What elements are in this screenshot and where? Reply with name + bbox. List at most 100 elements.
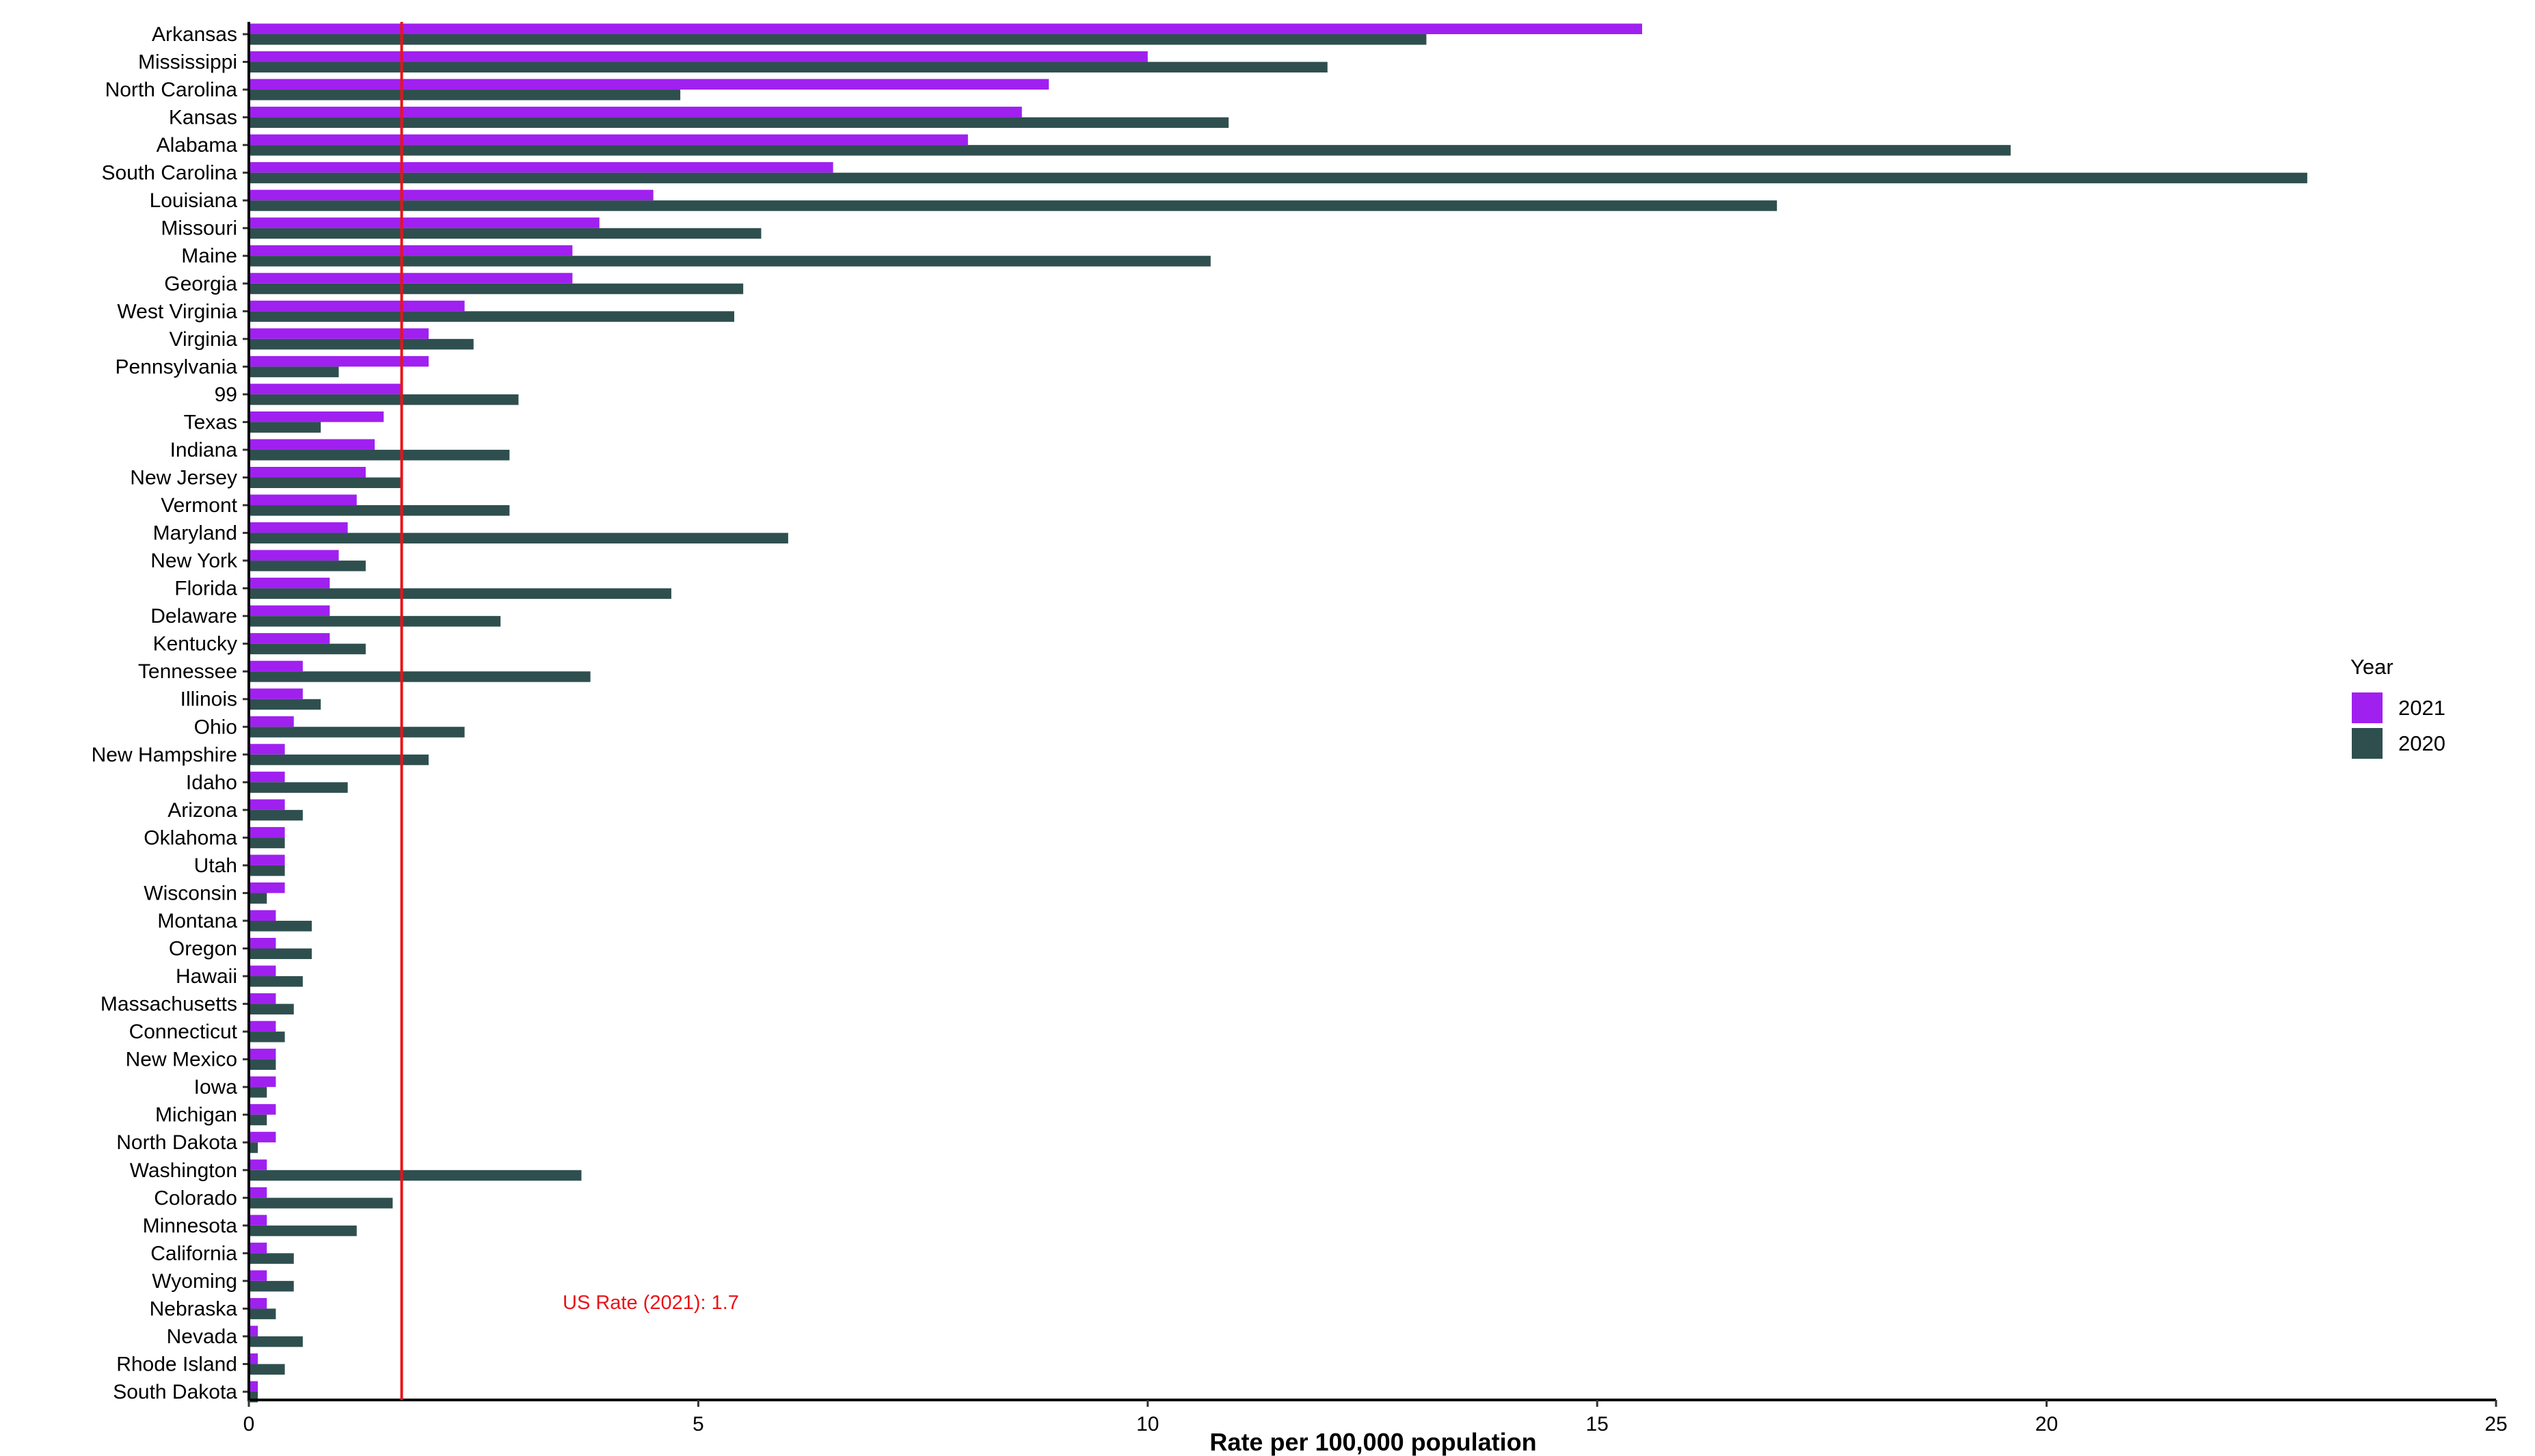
bar-2021-michigan bbox=[249, 1104, 276, 1115]
category-label: Iowa bbox=[194, 1076, 238, 1098]
category-label: Wisconsin bbox=[144, 882, 237, 904]
bar-2020-texas bbox=[249, 422, 321, 433]
bar-2021-connecticut bbox=[249, 1021, 276, 1032]
bar-2020-hawaii bbox=[249, 976, 303, 987]
x-tick-label: 20 bbox=[2035, 1413, 2058, 1435]
bar-2020-indiana bbox=[249, 449, 510, 461]
category-label: New York bbox=[150, 550, 238, 572]
bar-2020-iowa bbox=[249, 1087, 267, 1098]
bar-2021-new-jersey bbox=[249, 466, 366, 478]
category-labels: Arkansas Mississippi North Carolina Kansas A… bbox=[92, 23, 238, 1403]
category-label: Utah bbox=[194, 854, 237, 877]
bar-2021-washington bbox=[249, 1159, 267, 1170]
bar-2020-south-carolina bbox=[249, 172, 2307, 184]
bar-2021-rhode-island bbox=[249, 1353, 258, 1364]
category-label: Michigan bbox=[155, 1104, 237, 1127]
category-label: South Dakota bbox=[113, 1381, 237, 1403]
bar-2021-hawaii bbox=[249, 965, 276, 977]
bars-layer bbox=[249, 23, 2307, 1403]
bar-2021-delaware bbox=[249, 605, 330, 617]
x-axis-ticks: 0 5 10 15 20 25 bbox=[243, 1400, 2508, 1435]
category-label: Texas bbox=[184, 411, 237, 433]
bar-2020-arizona bbox=[249, 809, 303, 821]
bar-2020-kentucky bbox=[249, 643, 366, 655]
bar-2020-utah bbox=[249, 865, 285, 876]
bar-2021-wyoming bbox=[249, 1270, 267, 1281]
bar-2020-new-jersey bbox=[249, 477, 402, 488]
bar-2020-arkansas bbox=[249, 34, 1427, 45]
x-tick-label: 5 bbox=[693, 1413, 704, 1435]
bar-2021-maryland bbox=[249, 522, 348, 533]
bar-2021-ohio bbox=[249, 716, 294, 727]
category-label: New Hampshire bbox=[92, 744, 237, 766]
bar-2020-north-dakota bbox=[249, 1142, 258, 1153]
bar-2021-illinois bbox=[249, 688, 303, 699]
x-axis-title: Rate per 100,000 population bbox=[1209, 1428, 1536, 1456]
bar-2021-oklahoma bbox=[249, 826, 285, 838]
category-label: Rhode Island bbox=[116, 1353, 237, 1375]
bar-2020-tennessee bbox=[249, 671, 591, 682]
bar-2020-north-carolina bbox=[249, 90, 681, 100]
bar-2020-montana bbox=[249, 920, 312, 932]
bar-2021-west-virginia bbox=[249, 300, 465, 312]
category-label: Virginia bbox=[169, 328, 237, 351]
bar-2020-wisconsin bbox=[249, 893, 267, 904]
bar-2021-colorado bbox=[249, 1187, 267, 1198]
bar-2020-florida bbox=[249, 588, 671, 599]
bar-2020-wyoming bbox=[249, 1280, 294, 1292]
category-label: Pennsylvania bbox=[116, 355, 238, 378]
legend: Year 2021 2020 bbox=[2350, 655, 2445, 759]
category-label: Connecticut bbox=[129, 1021, 238, 1043]
bar-2021-massachusetts bbox=[249, 993, 276, 1004]
category-label: Tennessee bbox=[138, 660, 237, 683]
category-label: Maine bbox=[181, 245, 237, 267]
bar-2021-oregon bbox=[249, 938, 276, 949]
category-label: Oregon bbox=[169, 938, 237, 960]
bar-2021-california bbox=[249, 1242, 267, 1254]
bar-2020-99 bbox=[249, 394, 519, 405]
category-label: Massachusetts bbox=[100, 993, 237, 1016]
bar-2020-nebraska bbox=[249, 1308, 276, 1319]
bar-2021-arizona bbox=[249, 799, 285, 810]
category-label: Colorado bbox=[154, 1187, 237, 1209]
category-label: Florida bbox=[174, 578, 237, 600]
bar-2020-maryland bbox=[249, 532, 788, 544]
category-label: Idaho bbox=[186, 771, 237, 794]
bar-2021-georgia bbox=[249, 273, 573, 284]
x-tick-label: 0 bbox=[243, 1413, 255, 1435]
bar-2021-new-mexico bbox=[249, 1049, 276, 1060]
bar-2020-new-hampshire bbox=[249, 754, 429, 766]
bar-2020-illinois bbox=[249, 699, 321, 710]
us-rate-annotation: US Rate (2021): 1.7 bbox=[563, 1292, 739, 1314]
bar-2020-colorado bbox=[249, 1198, 393, 1209]
bar-2021-vermont bbox=[249, 494, 357, 506]
x-tick-label: 15 bbox=[1586, 1413, 1609, 1435]
bar-2020-oklahoma bbox=[249, 837, 285, 848]
bar-2020-ohio bbox=[249, 727, 465, 738]
bar-2021-virginia bbox=[249, 328, 429, 339]
bar-2021-montana bbox=[249, 910, 276, 921]
bar-2020-mississippi bbox=[249, 62, 1328, 73]
bar-2020-rhode-island bbox=[249, 1364, 285, 1375]
bar-2020-idaho bbox=[249, 782, 348, 793]
bar-2020-missouri bbox=[249, 228, 762, 239]
category-label: Kansas bbox=[169, 107, 237, 129]
legend-swatch-2020 bbox=[2352, 728, 2383, 759]
category-label: Illinois bbox=[180, 688, 237, 711]
category-label: Louisiana bbox=[150, 189, 238, 212]
bar-2021-kansas bbox=[249, 107, 1022, 118]
bar-2021-texas bbox=[249, 411, 384, 422]
bar-2021-alabama bbox=[249, 134, 968, 146]
category-label: New Mexico bbox=[126, 1049, 237, 1071]
bar-2020-oregon bbox=[249, 948, 312, 960]
category-label: Wyoming bbox=[152, 1270, 237, 1293]
bar-2020-west-virginia bbox=[249, 311, 734, 322]
legend-label-2021: 2021 bbox=[2398, 696, 2445, 720]
category-label: Delaware bbox=[150, 605, 237, 628]
bar-2020-minnesota bbox=[249, 1225, 357, 1237]
category-label: New Jersey bbox=[130, 466, 237, 489]
category-label: Oklahoma bbox=[144, 826, 237, 849]
category-label: Indiana bbox=[170, 439, 238, 461]
category-label: Nevada bbox=[167, 1325, 238, 1348]
